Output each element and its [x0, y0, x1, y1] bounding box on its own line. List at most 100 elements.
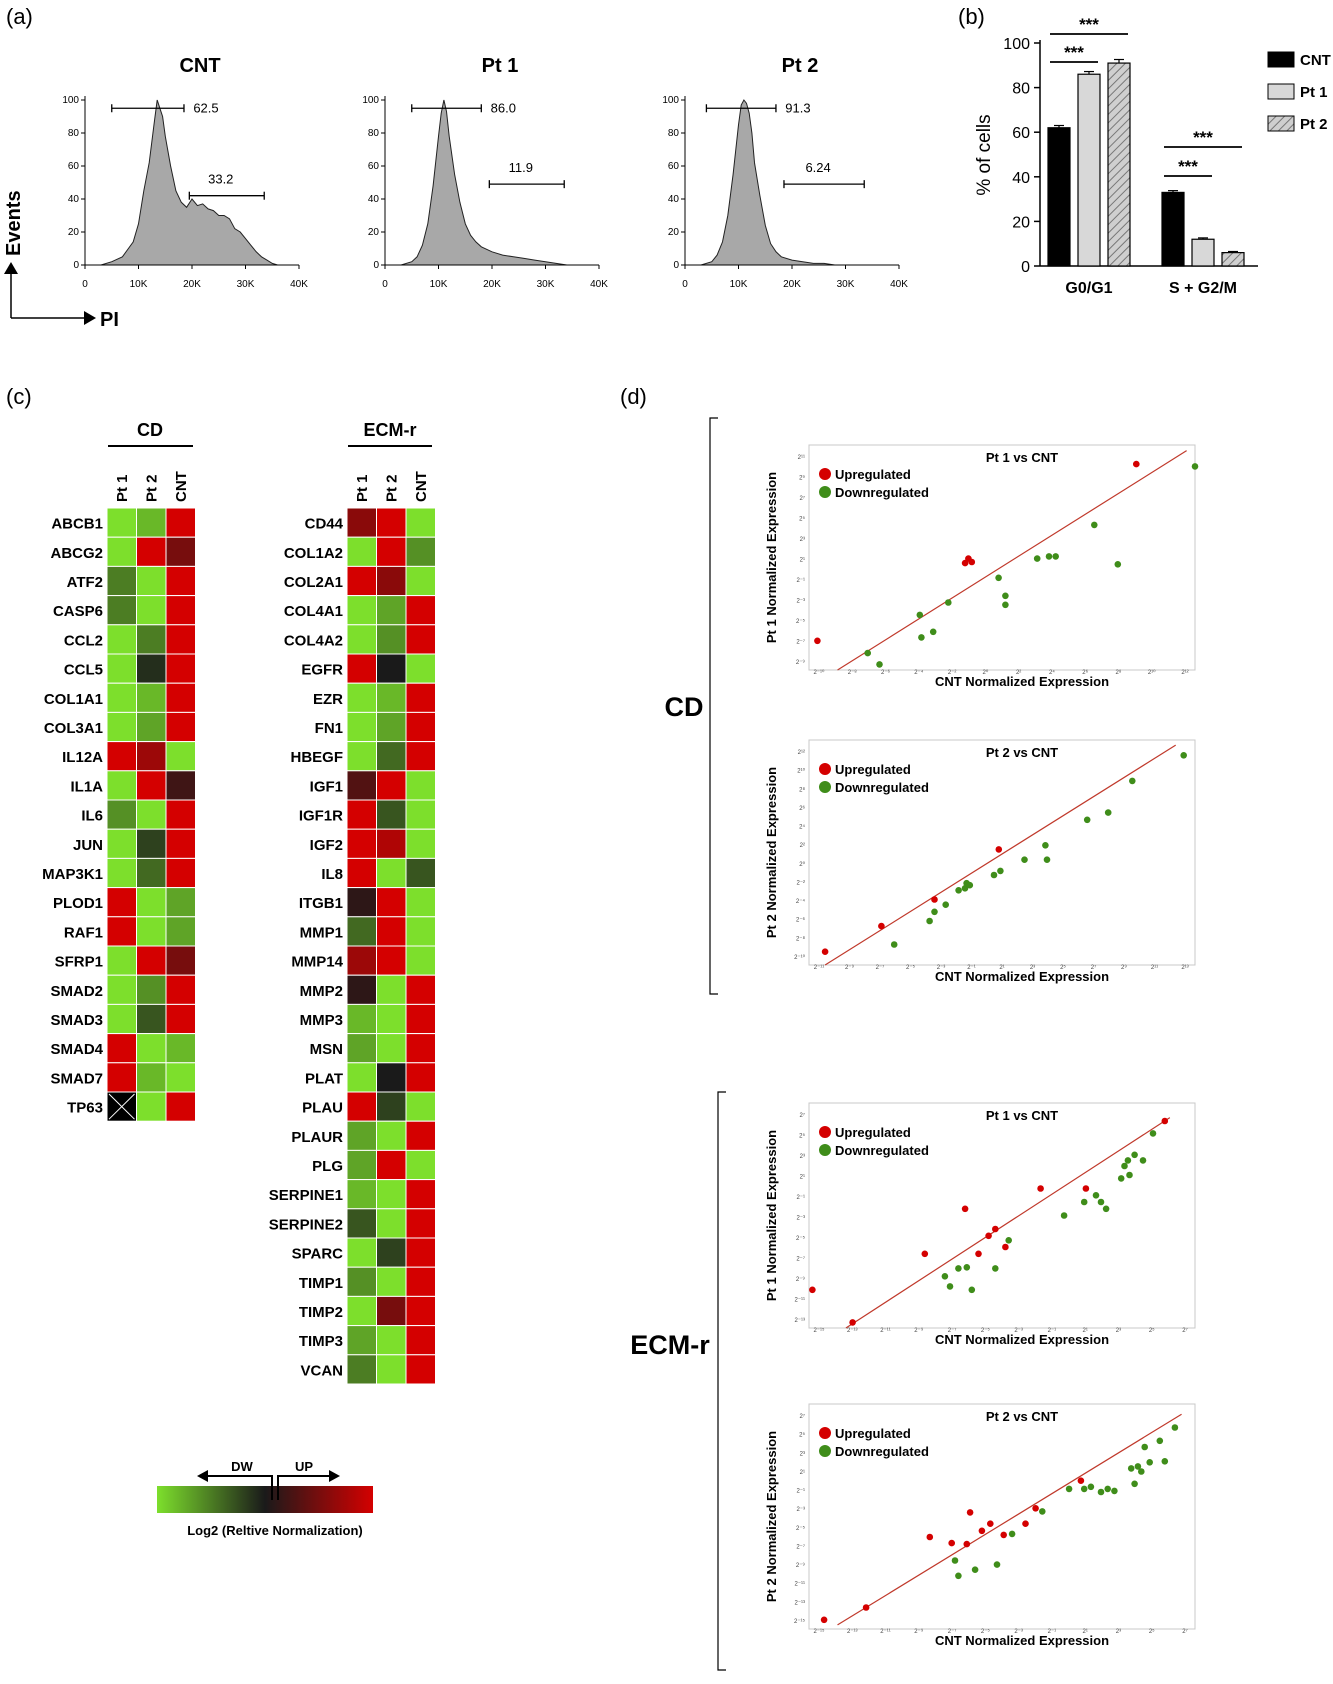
x-tick-label: 20K	[183, 279, 201, 290]
x-tick-label: 2⁶	[1082, 669, 1088, 676]
y-tick-label: 60	[368, 161, 380, 172]
column-label: Pt 2	[143, 474, 160, 502]
point-downregulated	[931, 908, 938, 916]
point-downregulated	[1092, 1192, 1100, 1199]
heat-cell	[376, 770, 407, 801]
row-label: CCL5	[64, 662, 103, 679]
heat-cell	[376, 682, 407, 713]
point-upregulated	[809, 1286, 816, 1294]
heat-cell	[346, 1149, 377, 1181]
significance-stars: ***	[1079, 15, 1099, 34]
row-label: JUN	[73, 837, 103, 854]
x-tick-label: 2⁰	[982, 669, 988, 676]
heat-cell	[376, 1179, 407, 1210]
point-downregulated	[990, 871, 998, 879]
y-tick-label: 20	[368, 227, 380, 238]
heat-cell	[346, 507, 377, 538]
row-label: CD44	[305, 516, 344, 533]
point-downregulated	[1097, 1488, 1105, 1496]
point-upregulated	[961, 1205, 969, 1213]
heat-cell	[346, 741, 377, 772]
heat-cell	[346, 1179, 377, 1210]
point-downregulated	[1008, 1530, 1016, 1538]
x-tick-label: 20K	[483, 279, 501, 290]
heat-cell	[346, 828, 377, 859]
panel-label-b: (b)	[958, 4, 985, 29]
row-label: EGFR	[301, 662, 343, 679]
y-tick-label: 2⁻²	[796, 880, 805, 886]
point-downregulated	[945, 599, 952, 606]
legend-label: Downregulated	[835, 1143, 929, 1158]
point-downregulated	[1126, 1171, 1133, 1179]
row-label: HBEGF	[291, 749, 344, 766]
heat-cell	[165, 565, 196, 597]
pi-axis-label: PI	[100, 309, 119, 331]
heat-cell	[376, 1354, 407, 1385]
y-tick-label: 80	[1012, 81, 1030, 98]
heatmap-title: CD	[137, 420, 163, 440]
point-downregulated	[968, 1286, 976, 1294]
heat-cell	[376, 1266, 407, 1297]
point-upregulated	[975, 1250, 982, 1258]
scatter-title: Pt 2 vs CNT	[986, 1409, 1058, 1424]
legend-label: Downregulated	[835, 485, 929, 500]
heat-cell	[405, 1179, 436, 1210]
point-downregulated	[1021, 856, 1028, 863]
group-label-cd: CD	[665, 692, 704, 722]
y-tick-label: 2⁻⁹	[796, 1562, 806, 1569]
x-tick-label: 2⁻¹⁵	[814, 1628, 826, 1635]
y-axis-label: Pt 2 Normalized Expression	[764, 1431, 779, 1602]
point-downregulated	[946, 1283, 954, 1290]
point-downregulated	[992, 1265, 999, 1272]
heat-cell	[405, 507, 436, 538]
heat-cell	[376, 1003, 407, 1035]
heat-cell	[106, 536, 137, 567]
point-upregulated	[978, 1527, 986, 1535]
point-downregulated	[1117, 1175, 1125, 1182]
y-tick-label: 2⁵	[799, 1133, 805, 1140]
x-tick-label: 2⁷	[1182, 1628, 1188, 1635]
x-tick-label: 2⁻⁶	[881, 669, 891, 676]
scatter-2: Pt 2 vs CNT CNT Normalized Expression Pt 2…	[764, 739, 1196, 984]
y-axis-label: Pt 1 Normalized Expression	[764, 1130, 779, 1301]
heat-cell	[106, 565, 137, 597]
heat-cell	[346, 653, 377, 684]
heat-cell	[136, 507, 167, 538]
x-tick-label: 40K	[290, 279, 308, 290]
point-downregulated	[955, 1572, 962, 1580]
column-label: CNT	[173, 471, 190, 502]
heat-cell	[106, 916, 137, 947]
row-label: SMAD3	[50, 1012, 103, 1029]
y-tick-label: 2⁻³	[796, 1216, 805, 1222]
y-tick-label: 2⁻¹	[796, 1489, 805, 1495]
histogram-title: CNT	[179, 55, 220, 77]
row-label: COL3A1	[44, 720, 103, 737]
point-upregulated	[963, 1540, 971, 1548]
point-downregulated	[1134, 1463, 1142, 1470]
point-downregulated	[1087, 1483, 1095, 1491]
heat-cell	[376, 1091, 407, 1122]
row-label: IGF1	[310, 778, 343, 795]
heat-cell	[346, 945, 377, 976]
x-tick-label: 0	[82, 279, 88, 290]
point-downregulated	[1080, 1485, 1088, 1493]
point-upregulated	[1082, 1185, 1090, 1192]
heat-cell	[346, 682, 377, 713]
point-downregulated	[1097, 1198, 1105, 1206]
x-tick-label: 2⁻⁹	[914, 1327, 924, 1334]
point-downregulated	[1060, 1212, 1068, 1219]
legend-dot	[819, 486, 831, 498]
heat-cell	[136, 595, 167, 626]
heat-cell	[165, 536, 196, 567]
colorbar-up: UP	[295, 1459, 313, 1474]
heat-cell	[106, 828, 137, 859]
histogram-pt-2: Pt 2 0 20 40 60 80 100 0 10K 20K 30K 40K 91.3 6.24	[662, 55, 908, 290]
x-tick-label: 2⁻¹¹	[880, 1328, 891, 1334]
significance-stars: ***	[1064, 43, 1084, 62]
y-tick-label: 80	[668, 128, 680, 139]
plot-frame	[808, 444, 1196, 671]
x-tick-label: 2⁻¹	[1048, 1328, 1057, 1334]
heat-cell	[106, 974, 137, 1005]
point-downregulated	[1121, 1162, 1128, 1170]
y-tick-label: 60	[68, 161, 80, 172]
